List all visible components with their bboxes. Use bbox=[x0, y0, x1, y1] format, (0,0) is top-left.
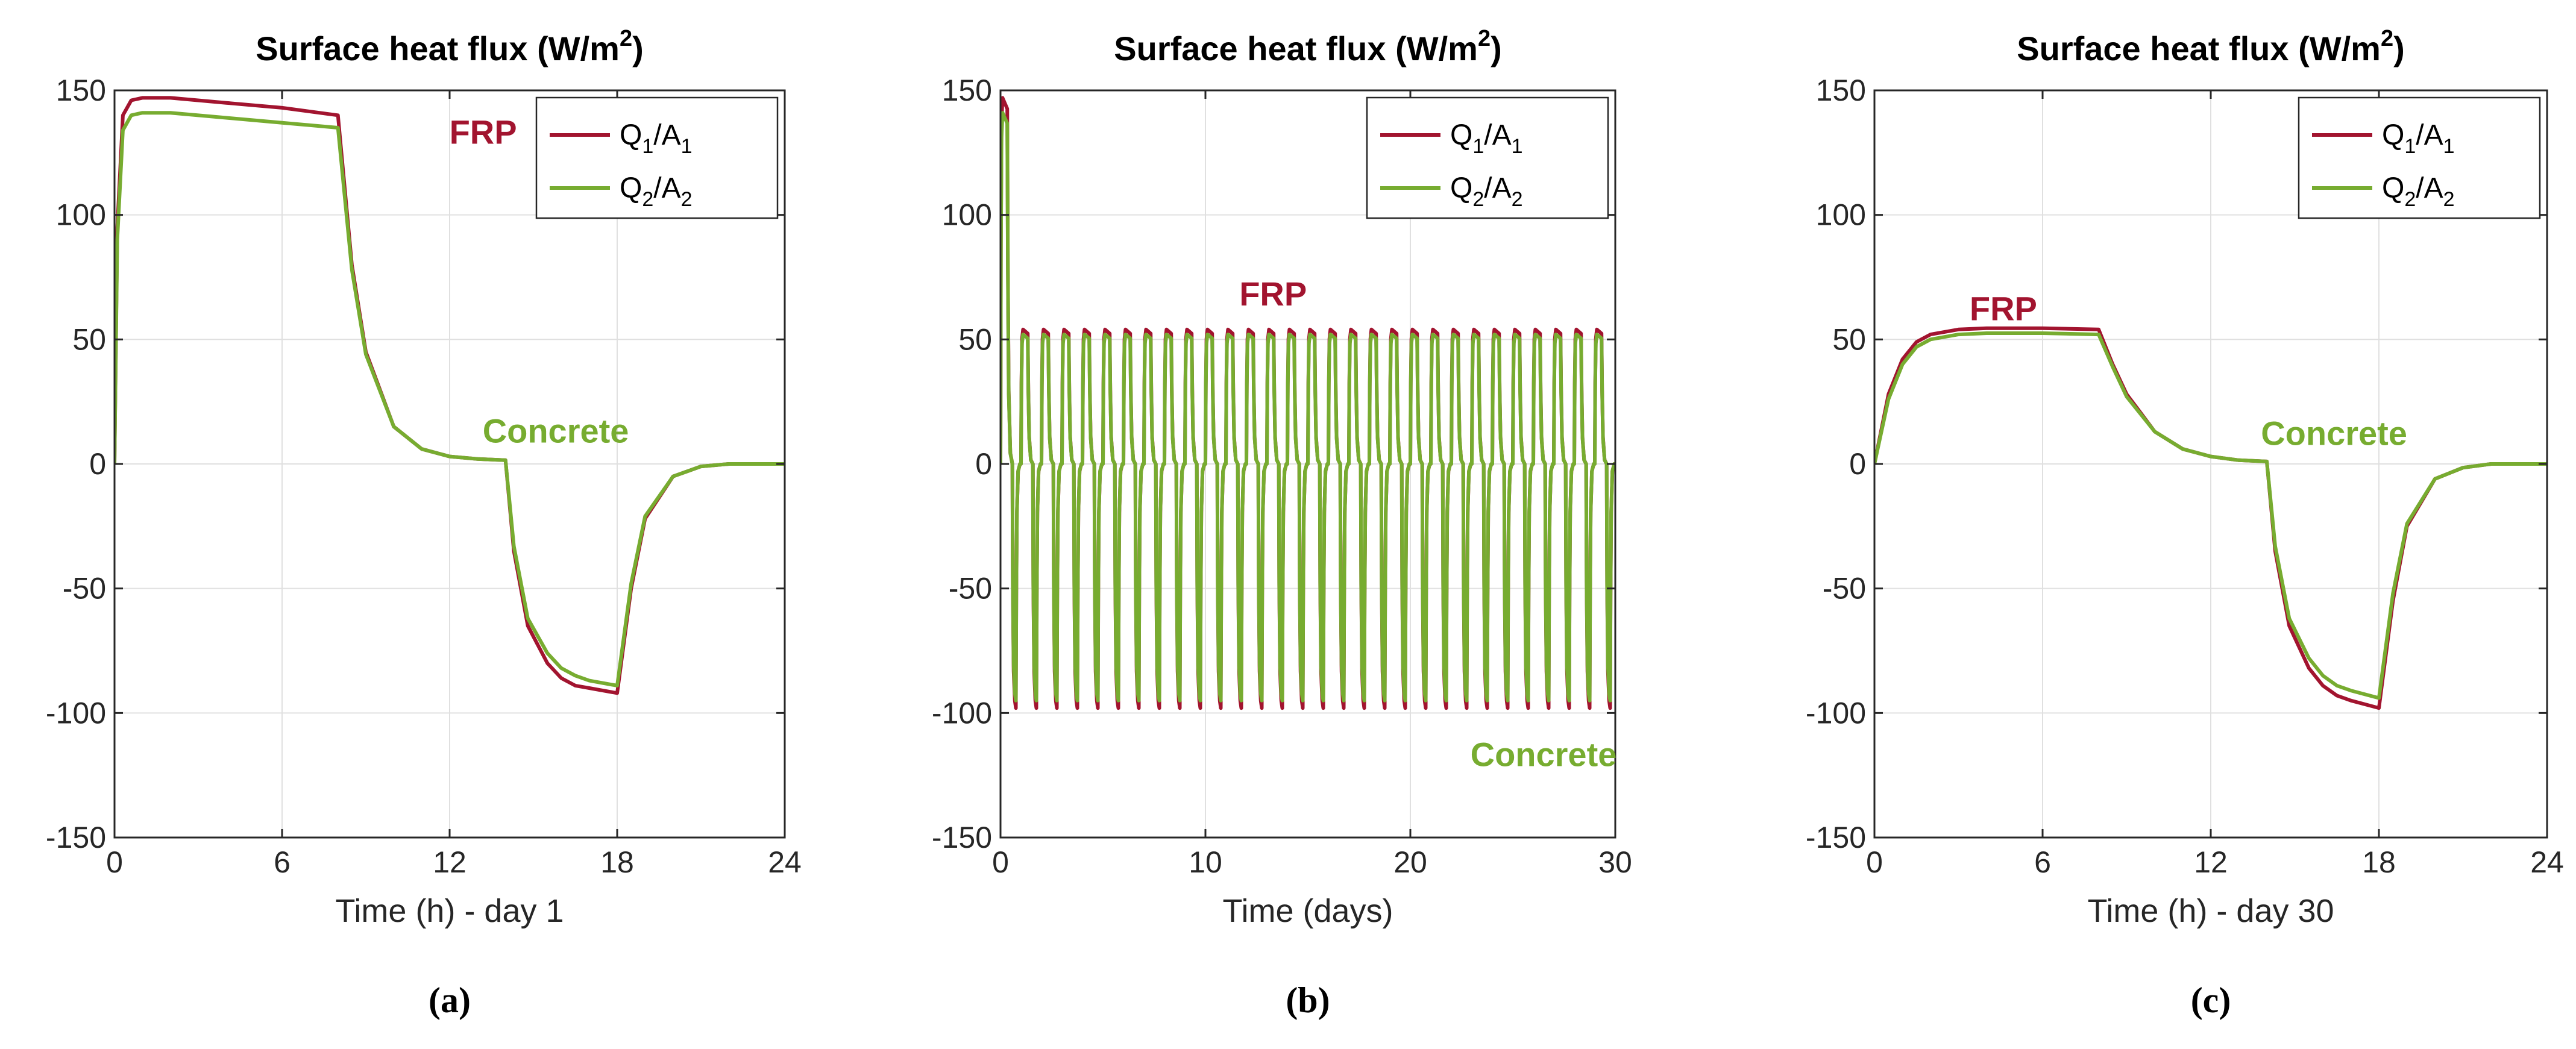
chart-title: Surface heat flux (W/m2) bbox=[2017, 26, 2404, 67]
legend-box bbox=[535, 96, 779, 219]
annotation-frp: FRP bbox=[1970, 290, 2037, 328]
chart-title: Surface heat flux (W/m2) bbox=[1114, 26, 1501, 67]
subfigure-label: (c) bbox=[2191, 980, 2231, 1020]
legend-entry: Q2/A2 bbox=[1450, 172, 1523, 211]
x-axis-label: Time (h) - day 30 bbox=[2087, 893, 2334, 929]
x-tick-label: 18 bbox=[2362, 845, 2396, 879]
y-tick-label: -150 bbox=[1806, 821, 1866, 854]
chart-panel-a: 0 6 12 18 24 -150 -100 -50 0 50 100 150 Surface heat… bbox=[46, 26, 802, 1020]
x-tick-label: 6 bbox=[2034, 845, 2051, 879]
y-tick-label: 150 bbox=[56, 74, 106, 107]
legend-box bbox=[1366, 96, 1609, 219]
x-axis-label: Time (h) - day 1 bbox=[335, 893, 564, 929]
y-tick-label: 150 bbox=[1816, 74, 1866, 107]
legend-entry: Q1/A1 bbox=[620, 119, 693, 158]
legend-entry: Q1/A1 bbox=[1450, 119, 1523, 158]
x-tick-label: 0 bbox=[992, 845, 1009, 879]
x-tick-label: 30 bbox=[1598, 845, 1632, 879]
y-tick-label: -100 bbox=[932, 696, 992, 730]
annotation-frp: FRP bbox=[1239, 275, 1307, 313]
x-axis-label: Time (days) bbox=[1222, 893, 1393, 929]
y-tick-label: -50 bbox=[1823, 572, 1866, 606]
y-tick-label: 0 bbox=[975, 447, 992, 481]
series-line-2 bbox=[1001, 111, 1615, 703]
x-tick-label: 24 bbox=[768, 845, 802, 879]
legend: Q1/A1 Q2/A2 bbox=[2298, 96, 2541, 219]
annotation-concrete: Concrete bbox=[1471, 736, 1617, 774]
chart-title: Surface heat flux (W/m2) bbox=[256, 26, 643, 67]
series-line-2 bbox=[1874, 331, 2547, 700]
subfigure-label: (a) bbox=[429, 980, 471, 1020]
y-tick-label: 50 bbox=[72, 322, 106, 356]
y-tick-label: 50 bbox=[958, 322, 992, 356]
y-tick-label: -150 bbox=[46, 821, 106, 854]
legend-entry: Q2/A2 bbox=[620, 172, 693, 211]
chart-panel-c: 0 6 12 18 24 -150 -100 -50 0 50 100 150 Surface heat… bbox=[1806, 26, 2564, 1020]
y-tick-label: 100 bbox=[1816, 198, 1866, 232]
x-tick-label: 0 bbox=[106, 845, 123, 879]
x-tick-label: 6 bbox=[274, 845, 291, 879]
y-tick-label: 0 bbox=[1849, 447, 1866, 481]
y-tick-label: 100 bbox=[942, 198, 992, 232]
legend-entry: Q2/A2 bbox=[2382, 172, 2455, 211]
annotation-concrete: Concrete bbox=[483, 412, 629, 449]
y-tick-label: 100 bbox=[56, 198, 106, 232]
y-tick-label: -100 bbox=[46, 696, 106, 730]
y-tick-label: 50 bbox=[1832, 322, 1866, 356]
y-tick-label: 150 bbox=[942, 74, 992, 107]
subfigure-label: (b) bbox=[1286, 980, 1330, 1020]
annotation-concrete: Concrete bbox=[2261, 414, 2407, 452]
y-tick-label: -50 bbox=[63, 572, 106, 606]
y-tick-label: 0 bbox=[89, 447, 106, 481]
x-tick-label: 10 bbox=[1189, 845, 1222, 879]
x-tick-label: 24 bbox=[2530, 845, 2564, 879]
x-tick-label: 18 bbox=[600, 845, 634, 879]
y-tick-label: -150 bbox=[932, 821, 992, 854]
series-line-2 bbox=[115, 111, 785, 687]
legend: Q1/A1 Q2/A2 bbox=[1366, 96, 1609, 219]
x-tick-label: 12 bbox=[2194, 845, 2228, 879]
x-tick-label: 12 bbox=[433, 845, 467, 879]
legend-box bbox=[2298, 96, 2541, 219]
y-tick-label: -50 bbox=[949, 572, 992, 606]
legend-entry: Q1/A1 bbox=[2382, 119, 2455, 158]
x-tick-label: 20 bbox=[1393, 845, 1427, 879]
x-tick-label: 0 bbox=[1866, 845, 1883, 879]
chart-panel-b: 0 10 20 30 -150 -100 -50 0 50 100 150 Surface heat … bbox=[932, 26, 1632, 1020]
annotation-frp: FRP bbox=[450, 113, 517, 151]
y-tick-label: -100 bbox=[1806, 696, 1866, 730]
legend: Q1/A1 Q2/A2 bbox=[535, 96, 779, 219]
